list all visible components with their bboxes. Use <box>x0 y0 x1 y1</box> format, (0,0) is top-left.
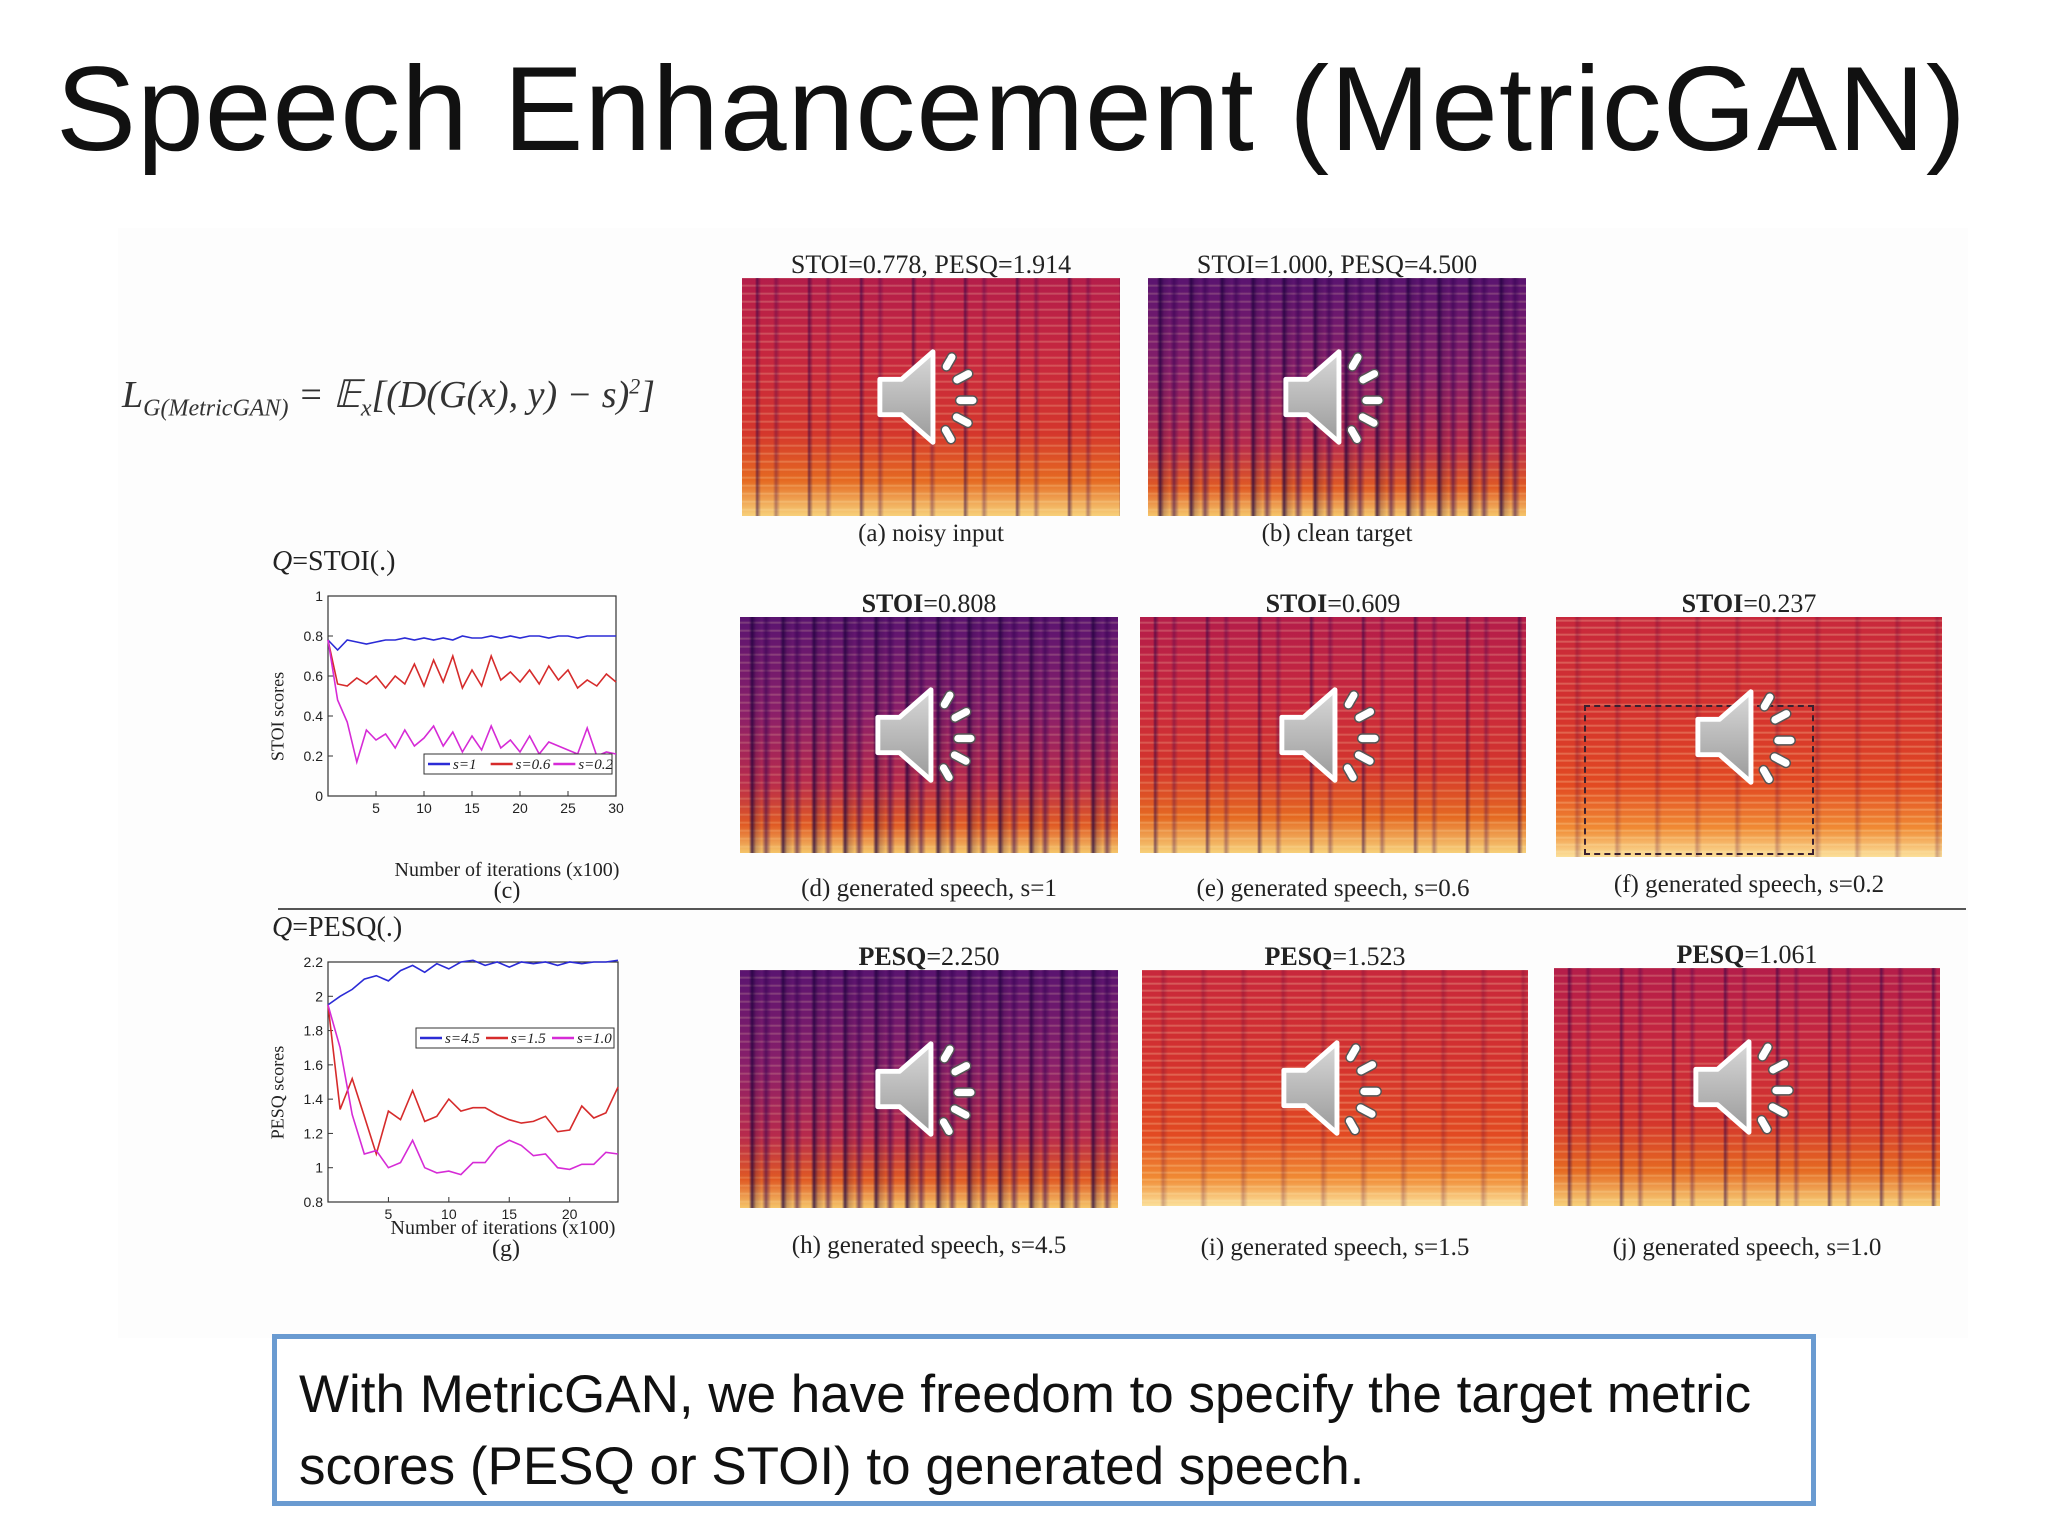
y-tick-label: 1.4 <box>304 1091 324 1107</box>
x-tick-label: 10 <box>441 1206 457 1222</box>
y-tick-label: 1 <box>315 1160 323 1176</box>
spectrogram-score: STOI=0.778, PESQ=1.914 <box>790 250 1072 279</box>
series-line <box>327 1004 619 1176</box>
plot-frame <box>327 961 619 1203</box>
stoi-plot: Q=STOI(.) 0 0.2 0.4 0.6 0.8 1 5 10 15 20 25 30 s=1 s=… <box>262 546 702 916</box>
y-tick-label: 0.2 <box>304 748 324 764</box>
spectrogram-score: STOI=0.808 <box>861 589 997 618</box>
series-line <box>327 1004 619 1157</box>
spectrogram-score: STOI=0.237 <box>1681 589 1817 618</box>
speaker-volume-icon[interactable] <box>870 676 988 794</box>
stoi-q-label: Q=STOI(.) <box>272 546 396 577</box>
y-tick-label: 0.8 <box>304 1194 324 1210</box>
x-tick-label: 20 <box>562 1206 578 1222</box>
speaker-volume-icon[interactable] <box>1276 1029 1394 1147</box>
spectrogram-caption: (i) generated speech, s=1.5 <box>1200 1234 1470 1261</box>
series-line <box>327 639 617 766</box>
formula-tail: ] <box>640 374 656 416</box>
pesq-q-label: Q=PESQ(.) <box>272 912 403 943</box>
row-divider <box>278 908 1966 910</box>
x-tick-label: 15 <box>501 1206 517 1222</box>
spectrogram-caption: (b) clean target <box>1261 520 1413 547</box>
speaker-volume-icon[interactable] <box>1688 1028 1806 1146</box>
stoi-subcaption: (c) <box>493 878 521 904</box>
formula-body: [(D(G(x), y) − s) <box>371 374 630 416</box>
spectrogram-score: STOI=0.609 <box>1265 589 1401 618</box>
series-line <box>327 635 616 652</box>
spectrogram-score: PESQ=2.250 <box>858 942 1000 971</box>
legend-label: s=0.2 <box>578 757 613 773</box>
x-tick-label: 5 <box>372 800 380 816</box>
series-line <box>327 639 617 691</box>
spectrogram-score: PESQ=1.061 <box>1676 940 1818 969</box>
spectrogram-caption: (j) generated speech, s=1.0 <box>1612 1234 1882 1261</box>
x-tick-label: 15 <box>464 800 480 816</box>
highlight-box <box>1584 705 1814 855</box>
pesq-chart: 0.8 1 1.2 1.4 1.6 1.8 2 2.2 5 10 15 20 s=4.5 s=1.5 s=1… <box>304 954 619 1222</box>
legend-label: s=1 <box>453 757 476 773</box>
y-tick-label: 0.4 <box>304 708 324 724</box>
spectrogram-pesq-s45: PESQ=2.250 (h) generated speech, s=4.5 <box>740 942 1118 1259</box>
spectrogram-stoi-s02: STOI=0.237 (f) generated speech, s=0.2 <box>1556 589 1942 898</box>
y-tick-label: 0.6 <box>304 668 324 684</box>
spectrogram-noisy-input: STOI=0.778, PESQ=1.914 (a) noisy input <box>742 250 1120 547</box>
y-tick-label: 0.8 <box>304 628 324 644</box>
y-tick-label: 1.8 <box>304 1023 324 1039</box>
spectrogram-caption: (h) generated speech, s=4.5 <box>791 1232 1067 1259</box>
formula-lhs-sub: G(MetricGAN) <box>143 395 289 422</box>
series-line <box>327 959 619 1006</box>
pesq-x-axis-label: Number of iterations (x100) <box>390 1217 616 1239</box>
callout-box: With MetricGAN, we have freedom to speci… <box>272 1334 1816 1506</box>
formula-expectation: = 𝔼 <box>288 374 361 416</box>
stoi-x-axis-label: Number of iterations (x100) <box>394 859 620 881</box>
spectrogram-pesq-s10: PESQ=1.061 (j) generated speech, s=1.0 <box>1554 940 1940 1261</box>
y-tick-label: 2 <box>315 988 323 1004</box>
legend-label: s=1.5 <box>511 1031 546 1047</box>
x-tick-label: 5 <box>385 1206 393 1222</box>
legend-label: s=1.0 <box>577 1031 612 1047</box>
x-tick-label: 30 <box>608 800 624 816</box>
formula-sup: 2 <box>629 373 641 399</box>
pesq-y-axis-label: PESQ scores <box>267 1045 288 1140</box>
speaker-volume-icon[interactable] <box>870 1030 988 1148</box>
spectrogram-caption: (d) generated speech, s=1 <box>801 875 1057 902</box>
y-tick-label: 1.2 <box>304 1125 324 1141</box>
y-tick-label: 1 <box>315 588 323 604</box>
x-tick-label: 25 <box>560 800 576 816</box>
spectrogram-clean-target: STOI=1.000, PESQ=4.500 (b) clean target <box>1148 250 1526 547</box>
stoi-chart: 00.20.40.60.815 10 15 20 25 30s=1 s=0.6 s=0.2 <box>304 588 624 816</box>
y-tick-label: 0 <box>315 788 323 804</box>
speaker-volume-icon[interactable] <box>872 338 990 456</box>
y-tick-label: 2.2 <box>304 954 324 970</box>
x-tick-label: 20 <box>512 800 528 816</box>
spectrogram-score: PESQ=1.523 <box>1264 942 1406 971</box>
spectrogram-stoi-s1: STOI=0.808 (d) generated speech, s=1 <box>740 589 1118 902</box>
loss-formula: LG(MetricGAN) = 𝔼x[(D(G(x), y) − s)2] <box>122 372 655 423</box>
spectrogram-caption: (f) generated speech, s=0.2 <box>1613 871 1885 898</box>
pesq-subcaption: (g) <box>492 1236 520 1262</box>
spectrogram-pesq-s15: PESQ=1.523 (i) generated speech, s=1.5 <box>1142 942 1528 1261</box>
y-tick-label: 1.6 <box>304 1057 324 1073</box>
speaker-volume-icon[interactable] <box>1274 676 1392 794</box>
slide-title: Speech Enhancement (MetricGAN) <box>56 42 1967 176</box>
legend-label: s=4.5 <box>445 1031 480 1047</box>
speaker-volume-icon[interactable] <box>1278 338 1396 456</box>
stoi-y-axis-label: STOI scores <box>267 671 288 762</box>
spectrogram-caption: (a) noisy input <box>858 520 1004 547</box>
spectrogram-score: STOI=1.000, PESQ=4.500 <box>1196 250 1478 279</box>
spectrogram-caption: (e) generated speech, s=0.6 <box>1196 875 1470 902</box>
pesq-plot: Q=PESQ(.) 0.8 1 1.2 1.4 1.6 1.8 2 2.2 5 10 15 20 s=4… <box>262 912 702 1272</box>
legend-box <box>415 1027 615 1049</box>
formula-lhs: L <box>122 374 144 416</box>
x-tick-label: 10 <box>416 800 432 816</box>
legend-label: s=0.6 <box>516 757 551 773</box>
legend-box <box>423 753 613 775</box>
speaker-volume-icon[interactable] <box>1690 678 1808 796</box>
spectrogram-stoi-s06: STOI=0.609 (e) generated speech, s=0.6 <box>1140 589 1526 902</box>
formula-expectation-sub: x <box>360 395 372 422</box>
